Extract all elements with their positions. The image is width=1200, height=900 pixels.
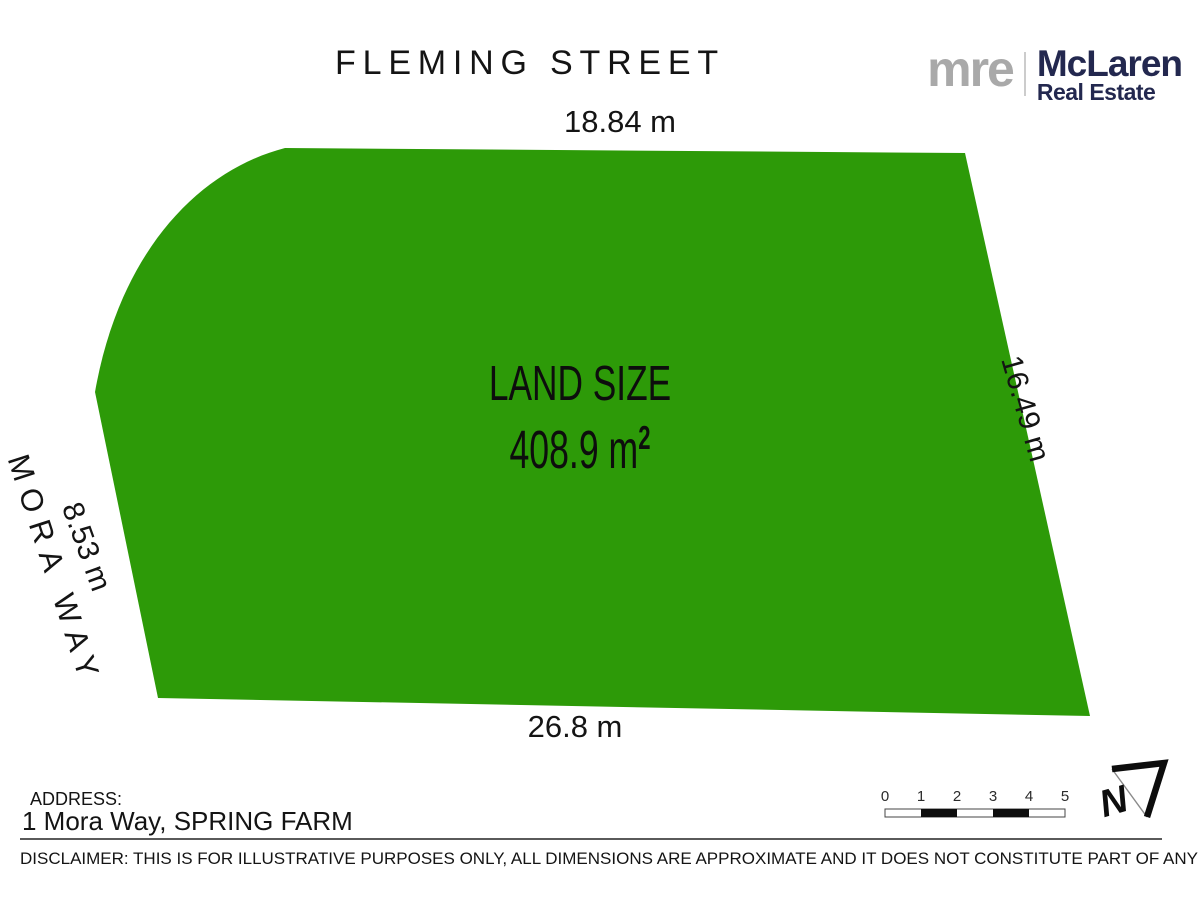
land-size-number: 408.9 m: [509, 420, 639, 480]
scale-bar-segment-black-2: [993, 809, 1029, 817]
scale-label-4: 4: [1025, 788, 1033, 805]
north-arrow-icon: N: [1096, 759, 1169, 826]
north-arrow-thin-edge: [1111, 768, 1148, 818]
disclaimer-text: DISCLAIMER: THIS IS FOR ILLUSTRATIVE PUR…: [20, 849, 1200, 868]
scale-bar-segment-black-1: [921, 809, 957, 817]
agency-logo: mre McLaren Real Estate: [927, 41, 1183, 106]
logo-wordmark: McLaren Real Estate: [1036, 43, 1183, 106]
land-size-label: LAND SIZE: [488, 357, 672, 411]
logo-abbrev: mre: [927, 41, 1015, 97]
dimension-bottom: 26.8 m: [527, 709, 623, 744]
address-value: 1 Mora Way, SPRING FARM: [22, 806, 353, 836]
logo-divider: [1023, 52, 1026, 96]
dimension-top: 18.84 m: [563, 104, 676, 139]
logo-brand-subtitle: Real Estate: [1036, 79, 1156, 106]
land-size-block: LAND SIZE 408.9 m2: [400, 356, 760, 481]
address-label: ADDRESS:: [30, 789, 123, 809]
logo-brand-name: McLaren: [1036, 43, 1183, 84]
scale-label-5: 5: [1061, 788, 1069, 805]
north-arrow-thick-edges: [1111, 759, 1169, 818]
parcel-shape: [95, 148, 1090, 716]
land-size-superscript: 2: [638, 420, 651, 457]
scale-bar: 0 1 2 3 4 5: [881, 788, 1069, 818]
land-size-value: 408.9 m2: [461, 419, 699, 481]
footer-divider: [20, 838, 1162, 840]
scale-label-3: 3: [989, 788, 997, 805]
scale-label-1: 1: [917, 788, 925, 805]
street-name-top: FLEMING STREET: [335, 44, 725, 82]
scale-label-0: 0: [881, 788, 889, 805]
scale-bar-outline: [884, 808, 1066, 818]
scale-label-2: 2: [953, 788, 961, 805]
north-arrow-letter: N: [1096, 778, 1134, 826]
